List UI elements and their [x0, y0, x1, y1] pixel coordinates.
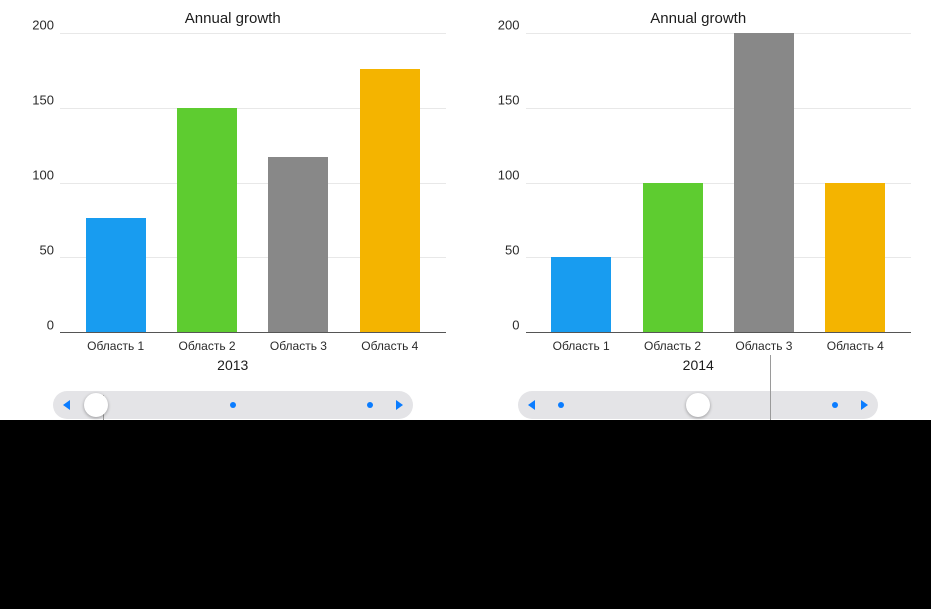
chart-area: 200 150 100 50 0: [20, 33, 446, 333]
x-axis: Область 1 Область 2 Область 3 Область 4: [526, 333, 912, 353]
slider-thumb[interactable]: [686, 393, 710, 417]
slider-body[interactable]: [546, 391, 850, 419]
y-tick-label: 150: [498, 93, 520, 108]
triangle-right-icon: [857, 398, 871, 412]
caption-area: [0, 420, 931, 609]
panels-row: Annual growth 200 150 100 50 0: [0, 0, 931, 419]
slider-thumb[interactable]: [84, 393, 108, 417]
slider-next-button[interactable]: [385, 391, 413, 419]
y-tick-label: 50: [505, 243, 519, 258]
bar-region-2: [643, 183, 703, 333]
chart-title: Annual growth: [650, 10, 746, 27]
x-axis: Область 1 Область 2 Область 3 Область 4: [60, 333, 446, 353]
triangle-left-icon: [525, 398, 539, 412]
y-tick-label: 50: [40, 243, 54, 258]
y-axis: 200 150 100 50 0: [20, 33, 60, 333]
y-tick-label: 150: [32, 93, 54, 108]
bar-region-2: [177, 108, 237, 332]
year-label: 2014: [683, 357, 714, 373]
y-tick-label: 0: [47, 318, 54, 333]
bar-region-1: [551, 257, 611, 332]
x-tick-label: Область 3: [268, 339, 328, 353]
slider-tick-dot: [230, 402, 236, 408]
slider-next-button[interactable]: [850, 391, 878, 419]
x-tick-label: Область 1: [86, 339, 146, 353]
x-tick-label: Область 2: [177, 339, 237, 353]
slider-prev-button[interactable]: [518, 391, 546, 419]
y-tick-label: 100: [498, 168, 520, 183]
chart-panel-2: Annual growth 200 150 100 50 0: [486, 10, 912, 419]
bar-region-4: [825, 183, 885, 333]
y-tick-label: 200: [32, 18, 54, 33]
y-tick-label: 100: [32, 168, 54, 183]
slider-tick-dot: [832, 402, 838, 408]
bar-region-4: [360, 69, 420, 332]
plot-area: [526, 33, 912, 333]
triangle-right-icon: [392, 398, 406, 412]
x-tick-label: Область 1: [551, 339, 611, 353]
x-tick-label: Область 4: [360, 339, 420, 353]
slider-body[interactable]: [81, 391, 385, 419]
x-tick-label: Область 4: [825, 339, 885, 353]
chart-area: 200 150 100 50 0: [486, 33, 912, 333]
bars-container: [526, 33, 912, 332]
bar-region-1: [86, 218, 146, 332]
y-tick-label: 200: [498, 18, 520, 33]
slider-tick-dot: [558, 402, 564, 408]
y-tick-label: 0: [512, 318, 519, 333]
y-axis: 200 150 100 50 0: [486, 33, 526, 333]
slider-prev-button[interactable]: [53, 391, 81, 419]
chart-title: Annual growth: [185, 10, 281, 27]
triangle-left-icon: [60, 398, 74, 412]
plot-area: [60, 33, 446, 333]
bars-container: [60, 33, 446, 332]
chart-panel-1: Annual growth 200 150 100 50 0: [20, 10, 446, 419]
timeline-slider[interactable]: [53, 391, 413, 419]
slider-tick-dot: [367, 402, 373, 408]
timeline-slider[interactable]: [518, 391, 878, 419]
bar-region-3: [734, 33, 794, 332]
bar-region-3: [268, 157, 328, 332]
year-label: 2013: [217, 357, 248, 373]
x-tick-label: Область 2: [643, 339, 703, 353]
x-tick-label: Область 3: [734, 339, 794, 353]
